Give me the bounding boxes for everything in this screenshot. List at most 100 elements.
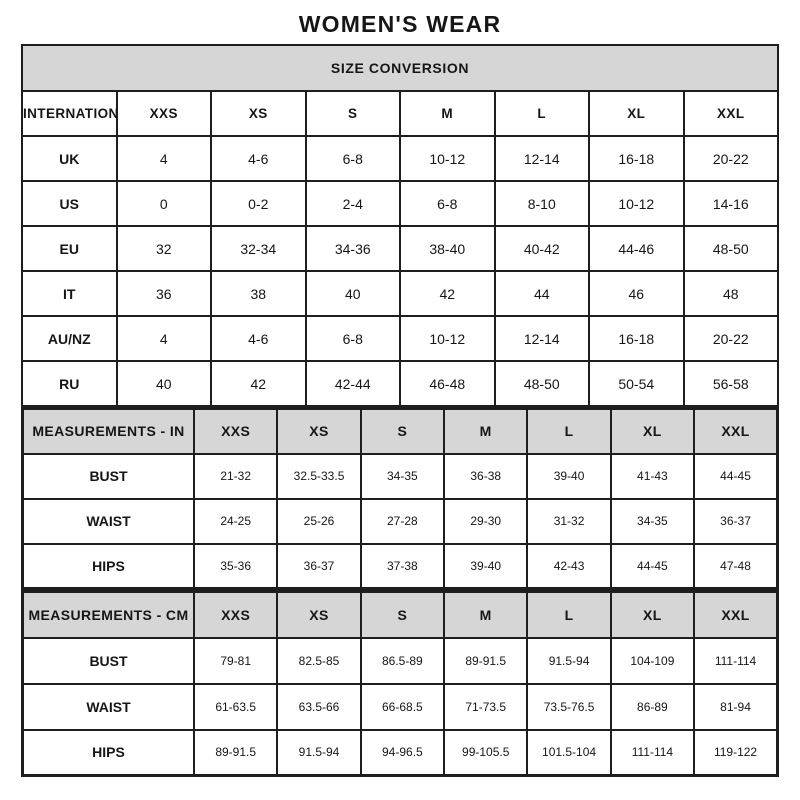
- table-cell: 35-36: [192, 542, 279, 590]
- column-header: XS: [276, 590, 362, 639]
- column-header: S: [304, 90, 401, 137]
- table-cell: 4-6: [210, 315, 307, 362]
- row-label: WAIST: [21, 497, 195, 545]
- column-header: XL: [588, 90, 685, 137]
- table-cell: 29-30: [443, 497, 529, 545]
- row-label: AU/NZ: [21, 315, 118, 362]
- table-cell: 50-54: [588, 360, 685, 407]
- table-cell: 91.5-94: [276, 728, 362, 777]
- table-cell: 39-40: [526, 452, 612, 500]
- header-row: MEASUREMENTS - IN XXS XS S M L XL XXL: [21, 407, 779, 455]
- table-cell: 0: [115, 180, 212, 227]
- table-cell: 31-32: [526, 497, 612, 545]
- table-cell: 48-50: [493, 360, 590, 407]
- table-cell: 34-36: [304, 225, 401, 272]
- column-header: XS: [276, 407, 362, 455]
- table-cell: 37-38: [359, 542, 446, 590]
- table-banner: SIZE CONVERSION: [21, 44, 779, 92]
- table-row: RU 40 42 42-44 46-48 48-50 50-54 56-58: [21, 360, 779, 407]
- table-cell: 61-63.5: [192, 682, 279, 731]
- measurements-in-table: MEASUREMENTS - IN XXS XS S M L XL XXL BUST 21-32 3…: [21, 407, 779, 590]
- table-cell: 20-22: [682, 315, 779, 362]
- row-label: BUST: [21, 636, 195, 685]
- table-cell: 10-12: [399, 315, 496, 362]
- table-cell: 48-50: [682, 225, 779, 272]
- table-cell: 4-6: [210, 135, 307, 182]
- table-row: IT 36 38 40 42 44 46 48: [21, 270, 779, 317]
- column-header: XXL: [693, 407, 779, 455]
- table-cell: 25-26: [276, 497, 362, 545]
- table-cell: 101.5-104: [526, 728, 612, 777]
- column-header: L: [526, 407, 612, 455]
- column-header: XXS: [192, 407, 279, 455]
- row-label: HIPS: [21, 542, 195, 590]
- table-cell: 36: [115, 270, 212, 317]
- table-cell: 42: [210, 360, 307, 407]
- table-cell: 82.5-85: [276, 636, 362, 685]
- column-header: S: [359, 590, 446, 639]
- table-cell: 79-81: [192, 636, 279, 685]
- column-header: XXS: [192, 590, 279, 639]
- row-label: WAIST: [21, 682, 195, 731]
- table-cell: 32: [115, 225, 212, 272]
- column-header: XL: [609, 590, 696, 639]
- table-cell: 10-12: [399, 135, 496, 182]
- measurements-cm-table: MEASUREMENTS - CM XXS XS S M L XL XXL BUST 79-81 8…: [21, 590, 779, 777]
- row-label: RU: [21, 360, 118, 407]
- table-cell: 111-114: [693, 636, 779, 685]
- table-cell: 44-45: [693, 452, 779, 500]
- table-cell: 44-46: [588, 225, 685, 272]
- row-label: US: [21, 180, 118, 227]
- table-cell: 46: [588, 270, 685, 317]
- table-cell: 81-94: [693, 682, 779, 731]
- table-cell: 41-43: [609, 452, 696, 500]
- table-cell: 66-68.5: [359, 682, 446, 731]
- table-cell: 6-8: [399, 180, 496, 227]
- table-cell: 36-37: [276, 542, 362, 590]
- column-header: XL: [609, 407, 696, 455]
- table-row: WAIST 24-25 25-26 27-28 29-30 31-32 34-35 36-37: [21, 497, 779, 545]
- column-header: XS: [210, 90, 307, 137]
- table-cell: 20-22: [682, 135, 779, 182]
- table-cell: 40-42: [493, 225, 590, 272]
- table-cell: 21-32: [192, 452, 279, 500]
- row-label: IT: [21, 270, 118, 317]
- table-cell: 39-40: [443, 542, 529, 590]
- table-cell: 6-8: [304, 135, 401, 182]
- table-cell: 32-34: [210, 225, 307, 272]
- table-cell: 89-91.5: [192, 728, 279, 777]
- row-label: BUST: [21, 452, 195, 500]
- table-row: HIPS 89-91.5 91.5-94 94-96.5 99-105.5 101.5-1…: [21, 728, 779, 777]
- table-cell: 42-44: [304, 360, 401, 407]
- table-cell: 40: [115, 360, 212, 407]
- table-row: BUST 21-32 32.5-33.5 34-35 36-38 39-40 41-43 44…: [21, 452, 779, 500]
- table-cell: 2-4: [304, 180, 401, 227]
- table-row: EU 32 32-34 34-36 38-40 40-42 44-46 48-50: [21, 225, 779, 272]
- table-cell: 48: [682, 270, 779, 317]
- table-cell: 38-40: [399, 225, 496, 272]
- table-banner-row: SIZE CONVERSION: [21, 44, 779, 92]
- table-cell: 0-2: [210, 180, 307, 227]
- size-conversion-table: SIZE CONVERSIONINTERNATIONALXXSXSSMLXLXX…: [21, 44, 779, 407]
- table-cell: 63.5-66: [276, 682, 362, 731]
- table-cell: 104-109: [609, 636, 696, 685]
- table-cell: 44-45: [609, 542, 696, 590]
- table-cell: 4: [115, 135, 212, 182]
- table-row: US 0 0-2 2-4 6-8 8-10 10-12 14-16: [21, 180, 779, 227]
- table-cell: 8-10: [493, 180, 590, 227]
- table-cell: 86-89: [609, 682, 696, 731]
- table-cell: 91.5-94: [526, 636, 612, 685]
- column-header: S: [359, 407, 446, 455]
- table-cell: 73.5-76.5: [526, 682, 612, 731]
- table-cell: 14-16: [682, 180, 779, 227]
- table-cell: 6-8: [304, 315, 401, 362]
- column-header: M: [399, 90, 496, 137]
- row-label: EU: [21, 225, 118, 272]
- table-cell: 27-28: [359, 497, 446, 545]
- table-cell: 42: [399, 270, 496, 317]
- table-cell: 38: [210, 270, 307, 317]
- table-row: WAIST 61-63.5 63.5-66 66-68.5 71-73.5 73.5-76…: [21, 682, 779, 731]
- table-cell: 24-25: [192, 497, 279, 545]
- table-cell: 71-73.5: [443, 682, 529, 731]
